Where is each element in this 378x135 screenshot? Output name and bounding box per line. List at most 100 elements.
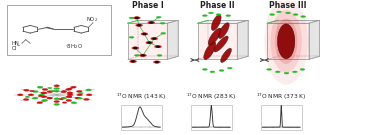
Circle shape	[219, 70, 224, 71]
Circle shape	[67, 96, 72, 98]
Circle shape	[161, 32, 166, 34]
Polygon shape	[127, 23, 167, 59]
Text: Phase II: Phase II	[200, 1, 235, 10]
Circle shape	[54, 87, 59, 90]
Circle shape	[59, 98, 64, 100]
Bar	[121, 105, 162, 130]
Circle shape	[71, 86, 76, 88]
Circle shape	[61, 97, 67, 99]
Circle shape	[129, 36, 134, 38]
Circle shape	[67, 94, 73, 96]
Circle shape	[132, 47, 139, 49]
Circle shape	[203, 69, 207, 70]
Circle shape	[66, 96, 72, 98]
Circle shape	[210, 71, 215, 73]
Circle shape	[71, 102, 77, 104]
Text: $^{17}$O NMR (373 K): $^{17}$O NMR (373 K)	[256, 92, 307, 102]
Circle shape	[160, 22, 165, 24]
Circle shape	[42, 88, 48, 90]
Circle shape	[23, 89, 29, 91]
Circle shape	[226, 15, 231, 16]
Circle shape	[29, 90, 34, 92]
Circle shape	[41, 96, 47, 98]
Circle shape	[41, 92, 45, 94]
Circle shape	[141, 33, 148, 35]
Circle shape	[54, 85, 59, 87]
Circle shape	[62, 91, 67, 92]
Circle shape	[216, 14, 221, 15]
Circle shape	[301, 16, 305, 17]
Circle shape	[54, 90, 59, 92]
FancyBboxPatch shape	[7, 5, 111, 55]
Circle shape	[51, 90, 55, 92]
Circle shape	[276, 11, 281, 13]
Circle shape	[132, 61, 134, 62]
Circle shape	[155, 45, 161, 48]
Circle shape	[54, 103, 59, 105]
Circle shape	[37, 86, 43, 88]
Circle shape	[151, 37, 158, 40]
Circle shape	[84, 98, 89, 100]
Circle shape	[136, 17, 138, 18]
Circle shape	[54, 101, 59, 103]
Text: Cl$^-$: Cl$^-$	[11, 44, 21, 52]
Circle shape	[156, 16, 161, 18]
Circle shape	[67, 92, 73, 94]
Circle shape	[79, 92, 83, 94]
Circle shape	[42, 100, 46, 102]
Circle shape	[138, 25, 140, 26]
Ellipse shape	[221, 48, 231, 63]
Circle shape	[54, 98, 59, 100]
Circle shape	[38, 95, 43, 97]
Ellipse shape	[211, 15, 221, 31]
Polygon shape	[167, 20, 178, 59]
Circle shape	[293, 14, 298, 15]
Circle shape	[139, 54, 146, 57]
Circle shape	[28, 94, 34, 96]
Circle shape	[47, 97, 52, 99]
Polygon shape	[197, 23, 237, 59]
Text: Phase I: Phase I	[132, 1, 163, 10]
Circle shape	[143, 33, 146, 34]
Polygon shape	[197, 20, 248, 23]
Circle shape	[148, 42, 150, 43]
Ellipse shape	[265, 0, 308, 85]
Circle shape	[76, 90, 82, 92]
Circle shape	[23, 99, 29, 101]
Circle shape	[33, 91, 38, 93]
Text: $^{17}$O NMR (143 K): $^{17}$O NMR (143 K)	[116, 92, 167, 102]
Circle shape	[146, 41, 153, 44]
Circle shape	[157, 46, 159, 47]
Text: HN: HN	[11, 41, 19, 46]
Ellipse shape	[277, 24, 295, 59]
Circle shape	[86, 89, 91, 91]
Circle shape	[17, 94, 23, 96]
Ellipse shape	[271, 10, 302, 73]
Circle shape	[68, 88, 72, 90]
Circle shape	[293, 71, 297, 73]
Polygon shape	[267, 23, 309, 59]
Circle shape	[266, 69, 271, 70]
Polygon shape	[267, 20, 319, 23]
Circle shape	[133, 17, 140, 19]
Text: $\cdot$8H$_2$O: $\cdot$8H$_2$O	[65, 43, 83, 51]
Circle shape	[62, 102, 67, 103]
Circle shape	[47, 91, 53, 93]
Circle shape	[61, 91, 67, 93]
Ellipse shape	[204, 42, 216, 60]
Circle shape	[142, 55, 144, 56]
Circle shape	[270, 14, 274, 15]
Circle shape	[66, 88, 71, 90]
Bar	[191, 105, 232, 130]
Circle shape	[42, 99, 48, 101]
Ellipse shape	[275, 19, 297, 64]
Circle shape	[130, 60, 136, 63]
Circle shape	[47, 97, 53, 99]
Ellipse shape	[208, 28, 221, 45]
Polygon shape	[127, 20, 178, 23]
Circle shape	[209, 12, 213, 14]
Circle shape	[78, 98, 82, 99]
Circle shape	[41, 92, 47, 94]
Circle shape	[66, 99, 72, 101]
Text: NO$_2$: NO$_2$	[86, 15, 98, 24]
